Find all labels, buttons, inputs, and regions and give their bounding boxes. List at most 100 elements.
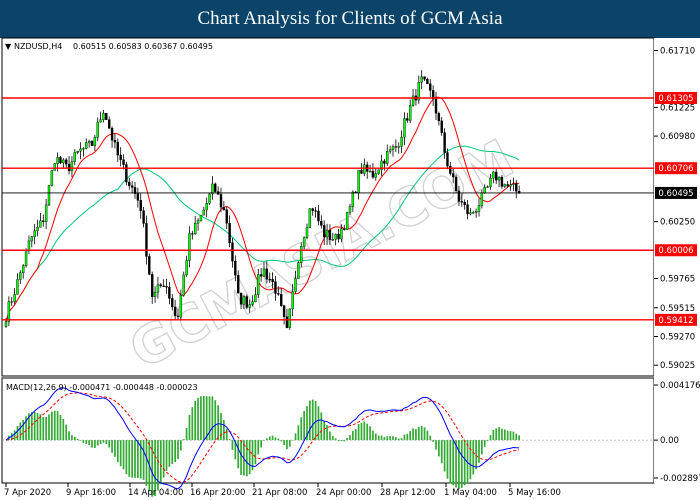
candle-body [171,298,174,308]
candle-body [265,268,269,280]
candle-body [156,284,160,293]
candle-body [449,165,452,174]
candle-body [47,185,51,206]
candle-body [196,220,200,224]
candle-body [274,281,277,294]
candle-body [377,169,380,174]
candle-body [208,193,211,204]
candle-body [426,78,429,85]
candle-body [59,157,62,164]
candle-body [56,157,59,164]
candle-body [219,194,223,208]
candle-body [440,120,443,133]
macd-line [5,387,520,490]
candle-body [254,294,257,303]
candle-body [165,286,168,288]
y-tick-label: 0.59270 [660,332,695,342]
candle-body [70,161,74,172]
candle-body [13,294,16,302]
candle-body [446,152,449,167]
level-price-label: 0.60006 [658,246,693,256]
candle-body [62,159,65,164]
macd-signal-line [5,392,520,483]
candle-body [443,132,446,153]
candle-body [417,82,421,101]
candle-body [130,185,134,188]
candle-body [136,193,140,201]
candle-body [145,223,148,257]
candle-body [311,208,314,211]
candle-body [153,291,157,297]
candle-body [494,171,498,181]
candle-body [79,148,82,152]
candle-body [317,210,320,222]
y-tick-label: 0.60250 [660,218,695,228]
candle-body [451,173,455,178]
candle-body [85,142,88,149]
candle-body [139,200,142,211]
macd-y-tick-label: -0.002897 [660,474,700,484]
current-price-tag [655,186,697,199]
candle-body [188,233,191,261]
candle-body [251,301,254,305]
candle-body [211,183,214,195]
macd-label: MACD(12,26,9) -0.000471 -0.000448 -0.000… [6,383,198,392]
candle-body [262,268,266,277]
candle-body [107,119,111,129]
candle-body [33,230,36,237]
candle-body [291,291,294,310]
candle-body [119,154,122,160]
candle-body [282,305,286,317]
candle-body [182,274,185,296]
candle-body [394,146,398,148]
candle-body [343,228,346,230]
candle-body [193,222,197,235]
candle-body [374,173,378,178]
candle-body [515,183,518,192]
candle-body [305,227,309,238]
candle-body [308,208,312,228]
candle-body [214,183,217,192]
candle-body [222,207,226,210]
y-tick-label: 0.61710 [660,47,695,57]
candle-body [53,163,56,171]
candle-body [351,191,355,207]
candle-body [397,146,400,148]
candle-body [185,260,188,276]
level-price-label: 0.59412 [658,316,693,326]
candle-body [176,315,180,318]
candle-body [93,137,97,146]
collapse-triangle-icon[interactable]: ▼ [5,42,12,51]
candle-body [245,296,249,308]
candle-body [27,240,31,251]
ohlc-label: 0.60515 0.60583 0.60367 0.60495 [73,42,213,51]
candle-body [434,98,438,114]
x-tick-label: 21 Apr 08:00 [252,488,307,498]
candle-body [423,76,426,80]
candle-body [477,205,481,212]
x-tick-label: 16 Apr 20:00 [190,488,245,498]
candle-body [239,292,243,305]
candle-body [4,321,8,327]
level-price-label: 0.61305 [658,94,693,104]
macd-y-tick-label: 0.00 [660,436,679,446]
candle-body [285,316,289,328]
candle-body [469,212,472,215]
candle-body [228,223,231,243]
candle-body [159,284,163,287]
candle-body [102,113,105,120]
candle-body [474,211,478,213]
candle-body [337,233,340,240]
candle-body [386,151,389,164]
candle-body [133,187,137,194]
candle-body [320,220,323,226]
y-tick-label: 0.59025 [660,361,695,371]
candle-body [472,212,475,214]
candle-body [50,170,54,186]
candle-body [314,210,317,212]
candle-body [368,171,372,173]
candle-body [142,210,145,224]
candle-body [431,90,435,100]
ma-slow-line [5,145,520,322]
